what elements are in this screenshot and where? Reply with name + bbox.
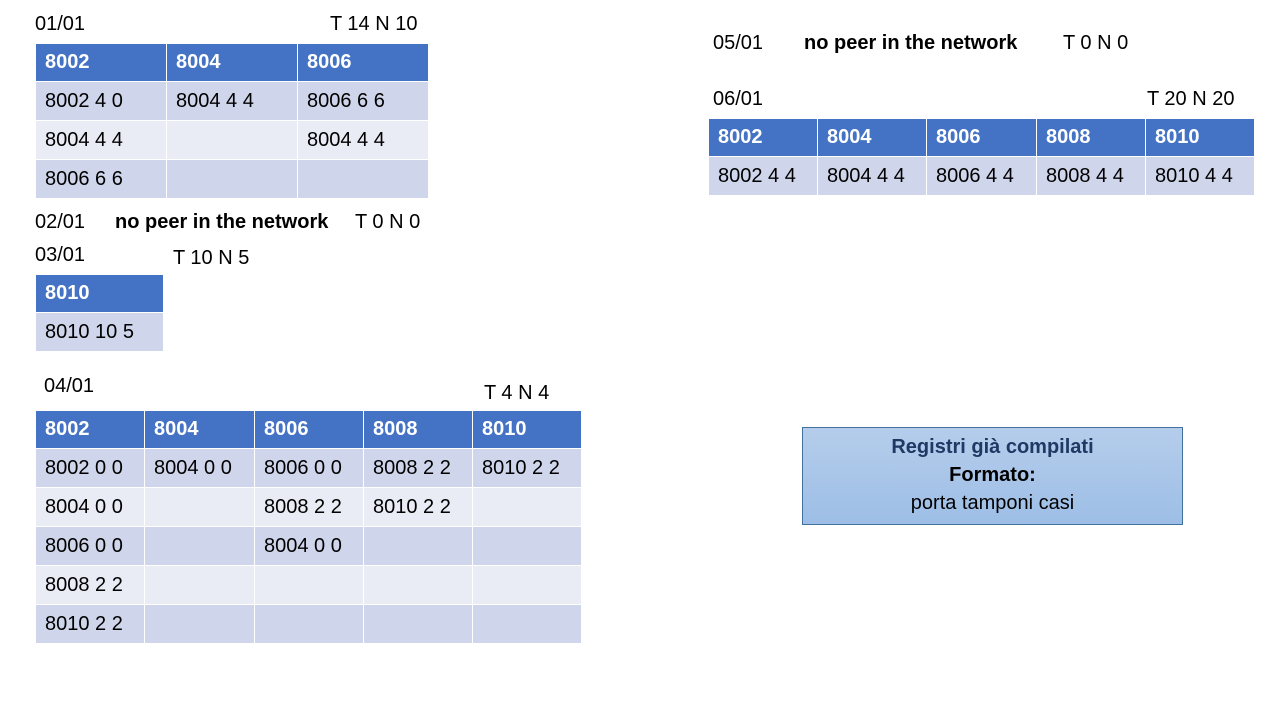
column-header: 8010 [35,274,164,313]
table-cell [472,526,582,566]
table-cell: 8010 10 5 [35,312,164,352]
table-cell [166,159,298,199]
table-cell [363,565,473,605]
stats-label-0101: T 14 N 10 [330,13,418,35]
table-row: 8004 0 0 8008 2 2 8010 2 2 [35,487,582,527]
table-row: 8006 6 6 [35,159,429,199]
column-header: 8004 [166,43,298,82]
table-0101: 8002 8004 8006 8002 4 0 8004 4 4 8006 6 6 800… [35,43,429,199]
column-header: 8006 [297,43,429,82]
table-cell [472,565,582,605]
column-header: 8002 [35,43,167,82]
column-header: 8010 [472,410,582,449]
table-header-row: 8002 8004 8006 8008 8010 [708,118,1255,157]
table-cell [472,487,582,527]
table-cell: 8010 2 2 [363,487,473,527]
column-header: 8002 [708,118,818,157]
table-cell [144,565,255,605]
stats-label-0301: T 10 N 5 [173,247,250,269]
no-peer-message-0501: no peer in the network [804,32,1018,54]
table-cell [297,159,429,199]
column-header: 8008 [363,410,473,449]
table-cell: 8008 2 2 [363,448,473,488]
table-cell: 8010 2 2 [35,604,145,644]
table-cell: 8006 4 4 [926,156,1037,196]
stats-label-0401: T 4 N 4 [484,382,550,404]
table-row: 8008 2 2 [35,565,582,605]
stats-label-0601: T 20 N 20 [1147,88,1235,110]
table-cell: 8006 0 0 [254,448,364,488]
table-cell [144,604,255,644]
table-cell [144,487,255,527]
column-header: 8004 [817,118,927,157]
table-cell [144,526,255,566]
note-format-label: Formato: [949,464,1036,486]
date-label-0301: 03/01 [35,244,86,266]
table-cell: 8004 4 4 [166,81,298,121]
table-cell: 8002 4 4 [708,156,818,196]
table-header-row: 8002 8004 8006 8008 8010 [35,410,582,449]
table-cell: 8004 0 0 [144,448,255,488]
column-header: 8008 [1036,118,1146,157]
date-label-0601: 06/01 [713,88,764,110]
note-title: Registri già compilati [891,436,1094,458]
date-label-0101: 01/01 [35,13,86,35]
column-header: 8006 [926,118,1037,157]
table-cell [254,565,364,605]
table-cell [363,526,473,566]
table-cell: 8010 2 2 [472,448,582,488]
no-peer-message-0201: no peer in the network [115,211,329,233]
table-cell [166,120,298,160]
date-label-0201: 02/01 [35,211,86,233]
table-row: 8002 0 0 8004 0 0 8006 0 0 8008 2 2 8010 2 2 [35,448,582,488]
table-cell: 8008 2 2 [35,565,145,605]
stats-label-0501: T 0 N 0 [1063,32,1129,54]
table-cell [363,604,473,644]
table-0601: 8002 8004 8006 8008 8010 8002 4 4 8004 4 4 800… [708,118,1255,196]
table-cell: 8002 4 0 [35,81,167,121]
table-cell: 8004 0 0 [35,487,145,527]
column-header: 8006 [254,410,364,449]
note-format-description: porta tamponi casi [910,492,1075,514]
table-cell: 8004 4 4 [817,156,927,196]
table-cell: 8006 6 6 [297,81,429,121]
table-cell: 8008 4 4 [1036,156,1146,196]
table-0401: 8002 8004 8006 8008 8010 8002 0 0 8004 0 0 800… [35,410,582,644]
table-cell: 8004 4 4 [35,120,167,160]
column-header: 8002 [35,410,145,449]
table-row: 8002 4 0 8004 4 4 8006 6 6 [35,81,429,121]
table-cell: 8010 4 4 [1145,156,1255,196]
date-label-0501: 05/01 [713,32,764,54]
table-row: 8010 10 5 [35,312,164,352]
table-cell [254,604,364,644]
table-0301: 8010 8010 10 5 [35,274,164,352]
table-row: 8006 0 0 8004 0 0 [35,526,582,566]
table-cell: 8004 4 4 [297,120,429,160]
table-header-row: 8002 8004 8006 [35,43,429,82]
date-label-0401: 04/01 [44,375,95,397]
table-cell: 8008 2 2 [254,487,364,527]
table-cell: 8002 0 0 [35,448,145,488]
table-row: 8004 4 4 8004 4 4 [35,120,429,160]
stats-label-0201: T 0 N 0 [355,211,421,233]
table-cell: 8004 0 0 [254,526,364,566]
table-cell: 8006 0 0 [35,526,145,566]
table-row: 8002 4 4 8004 4 4 8006 4 4 8008 4 4 8010 4 4 [708,156,1255,196]
table-header-row: 8010 [35,274,164,313]
format-note-box: Registri già compilati Formato: porta ta… [802,427,1183,525]
column-header: 8004 [144,410,255,449]
table-cell [472,604,582,644]
column-header: 8010 [1145,118,1255,157]
table-cell: 8006 6 6 [35,159,167,199]
table-row: 8010 2 2 [35,604,582,644]
